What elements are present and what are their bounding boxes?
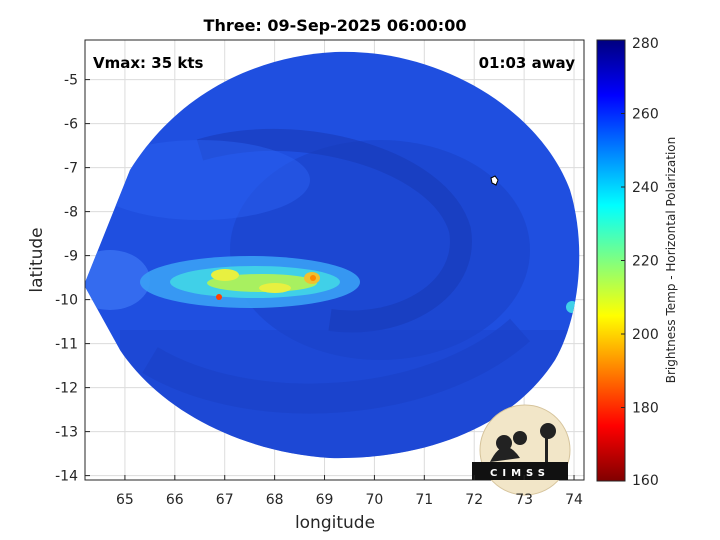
x-tick-label: 66 [166, 492, 184, 508]
x-axis-label: longitude [295, 513, 375, 533]
y-axis-label: latitude [27, 227, 47, 292]
x-tick-label: 73 [515, 492, 533, 508]
storm-core-shade [230, 140, 530, 360]
x-tick-label: 69 [316, 492, 334, 508]
y-axis-ticks: -5 -6 -7 -8 -9 -10 -11 -12 -13 -14 [55, 73, 90, 485]
vmax-label: Vmax: 35 kts [93, 54, 203, 72]
colorbar-ticks: 280 260 240 220 200 180 160 [621, 36, 659, 489]
colorbar-tick-label: 240 [632, 180, 659, 196]
time-offset-label: 01:03 away [479, 54, 576, 72]
y-tick-label: -6 [64, 117, 78, 133]
y-tick-label: -11 [55, 337, 78, 353]
colorbar-gradient [596, 39, 626, 482]
colorbar-tick-label: 180 [632, 401, 659, 417]
colorbar-tick-label: 200 [632, 327, 659, 343]
plot-frame [84, 39, 585, 481]
x-tick-label: 67 [216, 492, 234, 508]
convective-hot-spot-2 [310, 275, 316, 281]
y-tick-label: -14 [55, 469, 78, 485]
colorbar-tick-label: 160 [632, 473, 659, 489]
figure-title: Three: 09-Sep-2025 06:00:00 [204, 16, 467, 35]
x-tick-label: 72 [465, 492, 483, 508]
logo-text: CIMSS [490, 468, 550, 479]
y-tick-label: -12 [55, 381, 78, 397]
y-tick-label: -5 [64, 73, 78, 89]
y-tick-label: -13 [55, 425, 78, 441]
y-tick-label: -10 [55, 293, 78, 309]
x-tick-label: 65 [116, 492, 134, 508]
colorbar-tick-label: 280 [632, 36, 659, 52]
northwest-light-band [90, 140, 310, 220]
colorbar: 280 260 240 220 200 180 160 Brightness Temp - … [596, 36, 678, 489]
convective-core-2 [259, 283, 291, 293]
x-tick-label: 70 [366, 492, 384, 508]
y-tick-label: -7 [64, 161, 78, 177]
x-tick-label: 74 [565, 492, 583, 508]
colorbar-tick-label: 260 [632, 107, 659, 123]
colorbar-label: Brightness Temp - Horizontal Polarizatio… [664, 137, 678, 384]
y-tick-label: -9 [64, 249, 78, 265]
outer-band-dark [142, 318, 530, 414]
cimss-logo: CIMSS [472, 404, 571, 496]
west-light-band [85, 250, 150, 310]
x-tick-label: 71 [415, 492, 433, 508]
x-axis-ticks: 65 66 67 68 69 70 71 72 73 74 [116, 475, 583, 508]
y-tick-label: -8 [64, 205, 78, 221]
rain-band-dark [196, 128, 472, 333]
island-outline [490, 175, 499, 186]
x-tick-label: 68 [266, 492, 284, 508]
convective-hot-spot-1 [216, 294, 222, 300]
colorbar-tick-label: 220 [632, 254, 659, 270]
map-plot: Vmax: 35 kts 01:03 away CIMSS [84, 39, 585, 496]
microwave-swath [85, 51, 580, 459]
convective-core-1 [211, 269, 239, 281]
